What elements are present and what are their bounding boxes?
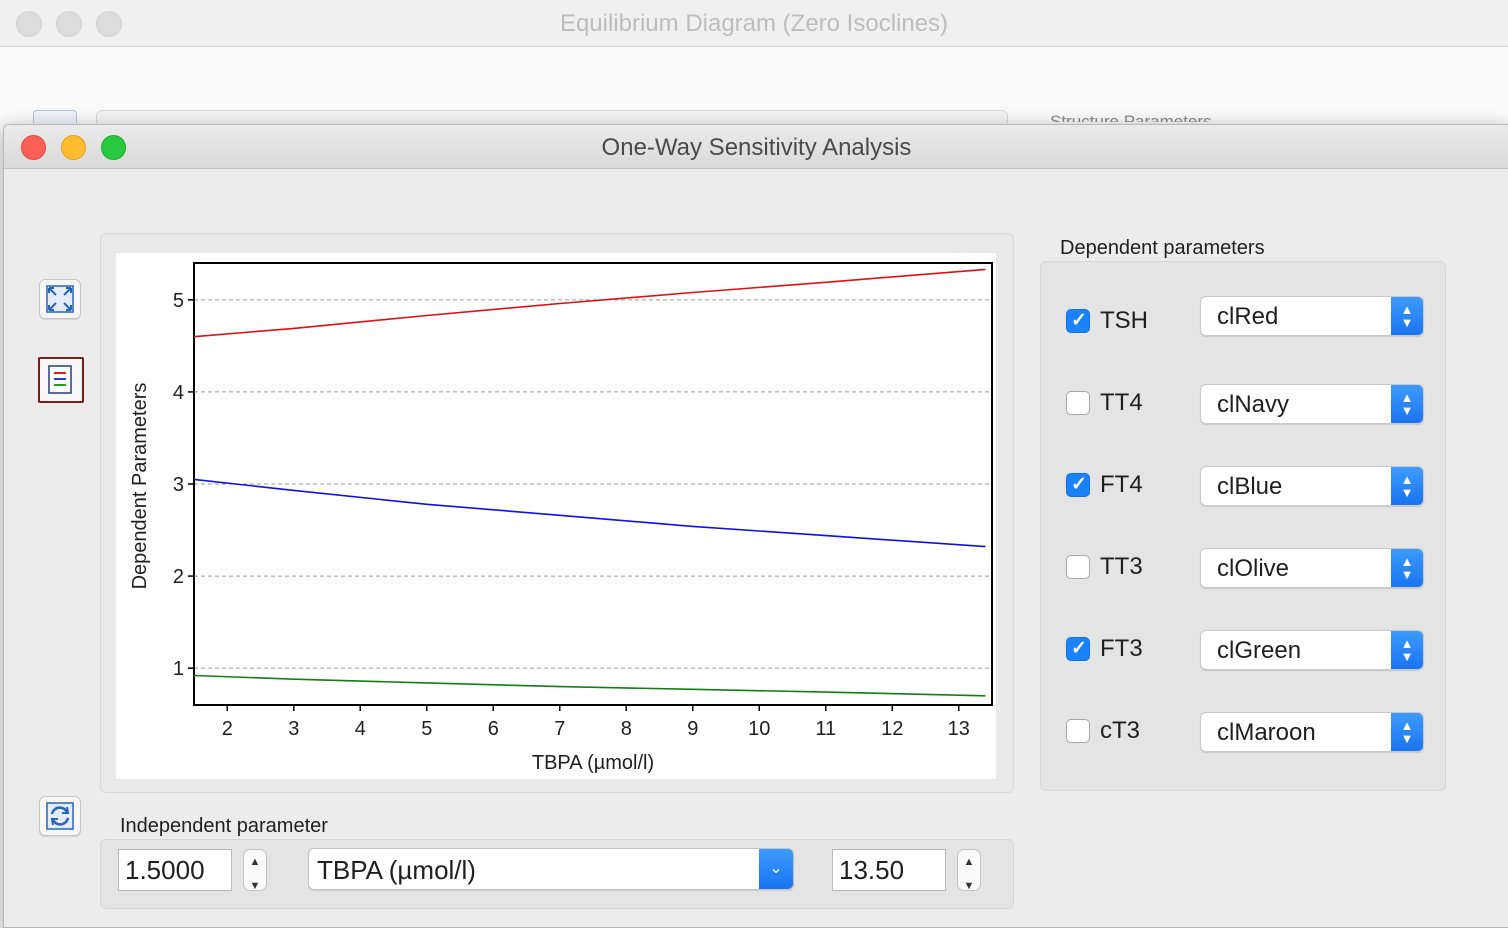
stepper-chevrons-icon: ▲ ▼	[249, 856, 261, 892]
bg-minimize-button[interactable]	[56, 11, 82, 37]
zoom-button[interactable]	[101, 135, 126, 160]
y-axis-label: Dependent Parameters	[129, 383, 151, 590]
independent-parameter-select[interactable]: TBPA (µmol/l) ⌄	[308, 848, 794, 890]
checkmark-icon: ✓	[1071, 638, 1087, 659]
max-value-stepper[interactable]: ▲ ▼	[957, 849, 981, 892]
updown-chevron-icon: ▲ ▼	[1391, 467, 1423, 505]
checkmark-icon: ✓	[1071, 474, 1087, 495]
ft3-checkbox[interactable]: ✓	[1066, 637, 1090, 661]
tsh-color-value: clRed	[1217, 303, 1279, 330]
tt3-label: TT3	[1100, 553, 1143, 580]
ft3-color-value: clGreen	[1217, 637, 1302, 664]
tt4-color-value: clNavy	[1217, 391, 1290, 418]
x-tick-label: 9	[687, 718, 698, 740]
dependent-parameters-panel	[1040, 261, 1446, 791]
expand-arrows-icon	[46, 285, 74, 313]
ft3-color-select[interactable]: clGreen ▲ ▼	[1200, 630, 1424, 670]
window-title: One-Way Sensitivity Analysis	[601, 134, 912, 161]
x-tick-label: 12	[881, 718, 903, 740]
ft4-checkbox[interactable]: ✓	[1066, 473, 1090, 497]
tsh-color-select[interactable]: clRed ▲ ▼	[1200, 296, 1424, 336]
ct3-checkbox[interactable]	[1066, 719, 1090, 743]
dependent-parameters-label: Dependent parameters	[1060, 237, 1265, 259]
y-tick-label: 3	[173, 474, 184, 496]
ft3-label: FT3	[1100, 635, 1143, 662]
legend-button[interactable]	[38, 357, 84, 403]
ct3-color-value: clMaroon	[1217, 719, 1316, 746]
titlebar: One-Way Sensitivity Analysis	[4, 125, 1508, 169]
independent-parameter-label: Independent parameter	[120, 815, 328, 837]
series-line-1	[193, 478, 986, 548]
min-value-stepper[interactable]: ▲ ▼	[243, 849, 267, 892]
x-tick-label: 6	[488, 718, 499, 740]
updown-chevron-icon: ▲ ▼	[1391, 713, 1423, 751]
updown-chevron-icon: ▲ ▼	[1391, 297, 1423, 335]
min-value-field[interactable]: 1.5000	[118, 849, 232, 891]
window-content: 1 2 3 4 5 2 3 4 5 6 7 8 9 10 11 12 13 TBPA (µmol/l) Depe…	[4, 169, 1508, 927]
checkmark-icon: ✓	[1071, 310, 1087, 331]
ft4-color-value: clBlue	[1217, 473, 1283, 500]
tt4-label: TT4	[1100, 389, 1143, 416]
sensitivity-window: One-Way Sensitivity Analysis	[3, 124, 1508, 928]
close-button[interactable]	[21, 135, 46, 160]
x-tick-label: 8	[621, 718, 632, 740]
updown-chevron-icon: ▲ ▼	[1391, 631, 1423, 669]
bg-zoom-button[interactable]	[96, 11, 122, 37]
x-tick-label: 2	[222, 718, 233, 740]
bg-close-button[interactable]	[16, 11, 42, 37]
tt3-color-select[interactable]: clOlive ▲ ▼	[1200, 548, 1424, 588]
ft4-label: FT4	[1100, 471, 1143, 498]
y-tick-label: 4	[173, 382, 184, 404]
x-tick-label: 4	[355, 718, 366, 740]
legend-icon	[48, 365, 72, 394]
x-tick-label: 13	[948, 718, 970, 740]
y-tick-label: 1	[173, 658, 184, 680]
minimize-button[interactable]	[61, 135, 86, 160]
y-tick-label: 2	[173, 566, 184, 588]
x-tick-label: 5	[421, 718, 432, 740]
tsh-label: TSH	[1100, 307, 1148, 334]
chevron-down-icon: ⌄	[759, 849, 793, 889]
x-tick-label: 11	[815, 718, 836, 740]
refresh-button[interactable]	[39, 796, 81, 836]
ct3-label: cT3	[1100, 717, 1141, 744]
fit-view-button[interactable]	[39, 279, 81, 319]
tt3-color-value: clOlive	[1217, 555, 1290, 582]
bg-panel	[96, 110, 1008, 123]
ct3-color-select[interactable]: clMaroon ▲ ▼	[1200, 712, 1424, 752]
updown-chevron-icon: ▲ ▼	[1391, 385, 1423, 423]
ft4-color-select[interactable]: clBlue ▲ ▼	[1200, 466, 1424, 506]
tt3-checkbox[interactable]	[1066, 555, 1090, 579]
y-tick-label: 5	[173, 290, 184, 312]
updown-chevron-icon: ▲ ▼	[1391, 549, 1423, 587]
bg-structure-label: Structure Parameters	[1050, 112, 1212, 122]
independent-parameter-value: TBPA (µmol/l)	[317, 855, 476, 885]
stepper-chevrons-icon: ▲ ▼	[963, 856, 975, 892]
tsh-checkbox[interactable]: ✓	[1066, 309, 1090, 333]
background-window-title: Equilibrium Diagram (Zero Isoclines)	[559, 10, 949, 37]
tt4-checkbox[interactable]	[1066, 391, 1090, 415]
x-tick-label: 10	[748, 718, 770, 740]
background-titlebar: Equilibrium Diagram (Zero Isoclines)	[0, 0, 1508, 47]
refresh-icon	[46, 802, 74, 830]
x-tick-label: 3	[288, 718, 299, 740]
tt4-color-select[interactable]: clNavy ▲ ▼	[1200, 384, 1424, 424]
chart-area: 1 2 3 4 5 2 3 4 5 6 7 8 9 10 11 12 13 TBPA (µmol/l) Depe…	[116, 253, 996, 779]
bg-toolbar-icon	[33, 110, 77, 123]
x-tick-label: 7	[554, 718, 565, 740]
series-line-0	[193, 268, 986, 338]
series-line-2	[193, 674, 986, 697]
max-value-field[interactable]: 13.50	[832, 849, 946, 891]
x-axis-label: TBPA (µmol/l)	[532, 752, 654, 774]
